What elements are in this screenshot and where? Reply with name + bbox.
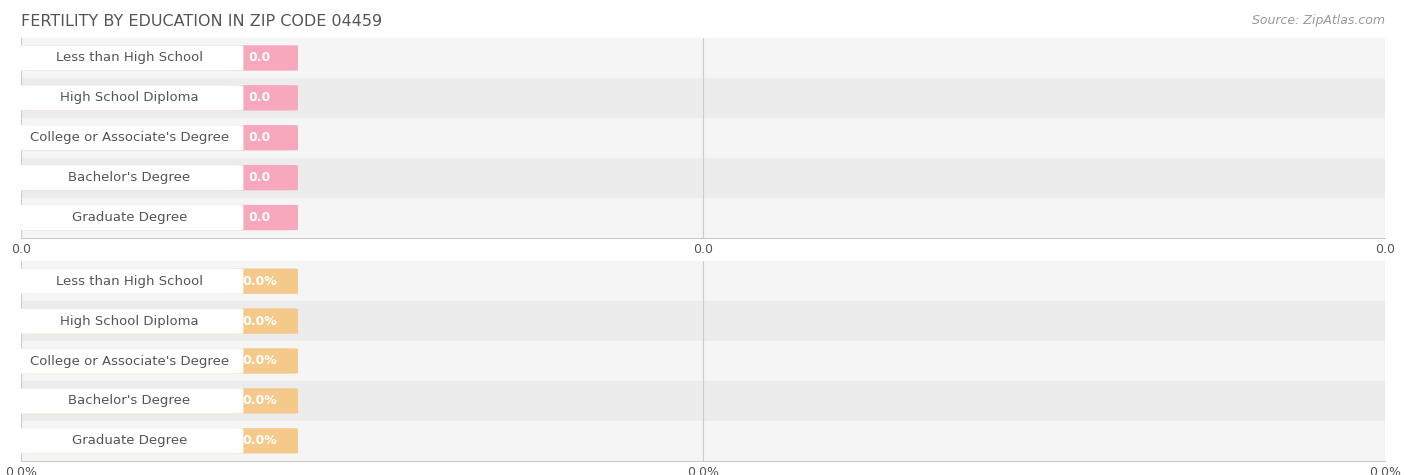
Text: Graduate Degree: Graduate Degree [72, 434, 187, 447]
Text: Source: ZipAtlas.com: Source: ZipAtlas.com [1251, 14, 1385, 27]
FancyBboxPatch shape [15, 268, 243, 294]
Bar [21, 198, 1385, 238]
FancyBboxPatch shape [15, 205, 243, 230]
Text: 0.0%: 0.0% [242, 275, 277, 288]
FancyBboxPatch shape [10, 268, 298, 294]
Text: Bachelor's Degree: Bachelor's Degree [69, 171, 191, 184]
FancyBboxPatch shape [15, 165, 243, 190]
Text: 0.0%: 0.0% [242, 354, 277, 368]
Text: 0.0%: 0.0% [242, 314, 277, 328]
Bar [21, 381, 1385, 421]
Text: 0.0: 0.0 [249, 91, 271, 104]
FancyBboxPatch shape [15, 388, 243, 414]
Text: 0.0: 0.0 [249, 131, 271, 144]
Text: Bachelor's Degree: Bachelor's Degree [69, 394, 191, 408]
FancyBboxPatch shape [10, 308, 298, 334]
FancyBboxPatch shape [10, 428, 298, 454]
Text: College or Associate's Degree: College or Associate's Degree [30, 354, 229, 368]
FancyBboxPatch shape [10, 45, 298, 71]
Text: 0.0: 0.0 [249, 171, 271, 184]
FancyBboxPatch shape [15, 125, 243, 151]
FancyBboxPatch shape [10, 205, 298, 230]
FancyBboxPatch shape [15, 45, 243, 71]
FancyBboxPatch shape [15, 428, 243, 454]
Text: 0.0%: 0.0% [242, 434, 277, 447]
Text: College or Associate's Degree: College or Associate's Degree [30, 131, 229, 144]
FancyBboxPatch shape [10, 125, 298, 151]
FancyBboxPatch shape [15, 348, 243, 374]
Bar [21, 261, 1385, 301]
Text: High School Diploma: High School Diploma [60, 314, 198, 328]
Bar [21, 301, 1385, 341]
Bar [21, 118, 1385, 158]
Text: Less than High School: Less than High School [56, 275, 202, 288]
Bar [21, 341, 1385, 381]
FancyBboxPatch shape [10, 388, 298, 414]
Text: FERTILITY BY EDUCATION IN ZIP CODE 04459: FERTILITY BY EDUCATION IN ZIP CODE 04459 [21, 14, 382, 29]
Bar [21, 38, 1385, 78]
Text: 0.0: 0.0 [249, 51, 271, 65]
FancyBboxPatch shape [10, 348, 298, 374]
Text: High School Diploma: High School Diploma [60, 91, 198, 104]
Bar [21, 78, 1385, 118]
Text: Graduate Degree: Graduate Degree [72, 211, 187, 224]
Bar [21, 421, 1385, 461]
FancyBboxPatch shape [15, 308, 243, 334]
Text: 0.0%: 0.0% [242, 394, 277, 408]
Bar [21, 158, 1385, 198]
Text: 0.0: 0.0 [249, 211, 271, 224]
Text: Less than High School: Less than High School [56, 51, 202, 65]
FancyBboxPatch shape [10, 85, 298, 111]
FancyBboxPatch shape [15, 85, 243, 111]
FancyBboxPatch shape [10, 165, 298, 190]
